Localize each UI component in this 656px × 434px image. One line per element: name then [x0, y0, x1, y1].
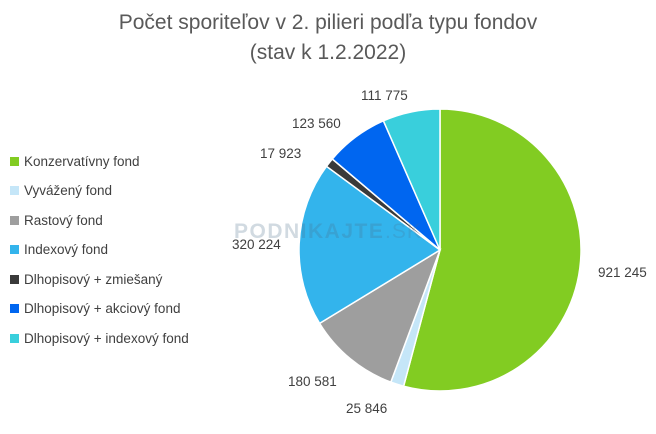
pie-data-label: 921 245 — [598, 265, 647, 280]
legend-swatch — [10, 156, 19, 166]
legend-label: Dlhopisový + zmiešaný — [24, 271, 163, 287]
legend-item: Dlhopisový + akciový fond — [10, 298, 189, 320]
legend-item: Vyvážený fond — [10, 180, 189, 202]
pie-slices — [298, 108, 582, 392]
legend-label: Indexový fond — [24, 242, 109, 257]
pie-data-label: 180 581 — [288, 374, 337, 389]
legend-swatch — [10, 274, 19, 284]
pie-data-label: 123 560 — [292, 116, 341, 131]
legend-item: Dlhopisový + zmiešaný — [10, 268, 189, 290]
watermark-logo-suffix: .SK — [385, 220, 422, 243]
pie-data-label: 320 224 — [232, 237, 281, 252]
legend-item: Konzervatívny fond — [10, 150, 189, 172]
pie-slice — [298, 165, 442, 325]
legend-label: Dlhopisový + indexový fond — [24, 330, 189, 346]
pie-slice — [402, 108, 582, 392]
chart-title-line1: Počet sporiteľov v 2. pilieri podľa typu… — [118, 11, 538, 34]
legend-item: Indexový fond — [10, 239, 189, 261]
pie-slice — [382, 108, 441, 251]
watermark-logo: PODNIKAJTE — [234, 220, 384, 243]
legend-item: Rastový fond — [10, 209, 189, 231]
legend-label: Rastový fond — [24, 212, 103, 228]
legend-swatch — [10, 245, 19, 254]
pie-slice — [318, 248, 442, 384]
pie-data-label: 17 923 — [260, 146, 301, 161]
legend-swatch — [10, 304, 19, 313]
legend-item: Dlhopisový + indexový fond — [10, 327, 189, 349]
legend-swatch — [10, 186, 19, 195]
pie-data-label: 111 775 — [361, 88, 408, 103]
chart-subtitle: (stav k 1.2.2022) — [249, 41, 407, 64]
chart-title: Počet sporiteľov v 2. pilieri podľa typu… — [0, 8, 656, 68]
pie-data-label: 25 846 — [346, 401, 387, 416]
legend-label: Dlhopisový + akciový fond — [24, 301, 181, 316]
pie-labels: 921 245 25 846 180 581 320 224 17 923 123 560… — [232, 88, 647, 416]
legend-swatch — [10, 215, 19, 225]
chart-legend: Konzervatívny fond Vyvážený fond Rastový… — [10, 150, 189, 357]
watermark: PODNIKAJTE .SK — [234, 220, 422, 243]
legend-swatch — [10, 333, 19, 343]
legend-label: Vyvážený fond — [24, 183, 113, 198]
legend-label: Konzervatívny fond — [24, 153, 140, 169]
